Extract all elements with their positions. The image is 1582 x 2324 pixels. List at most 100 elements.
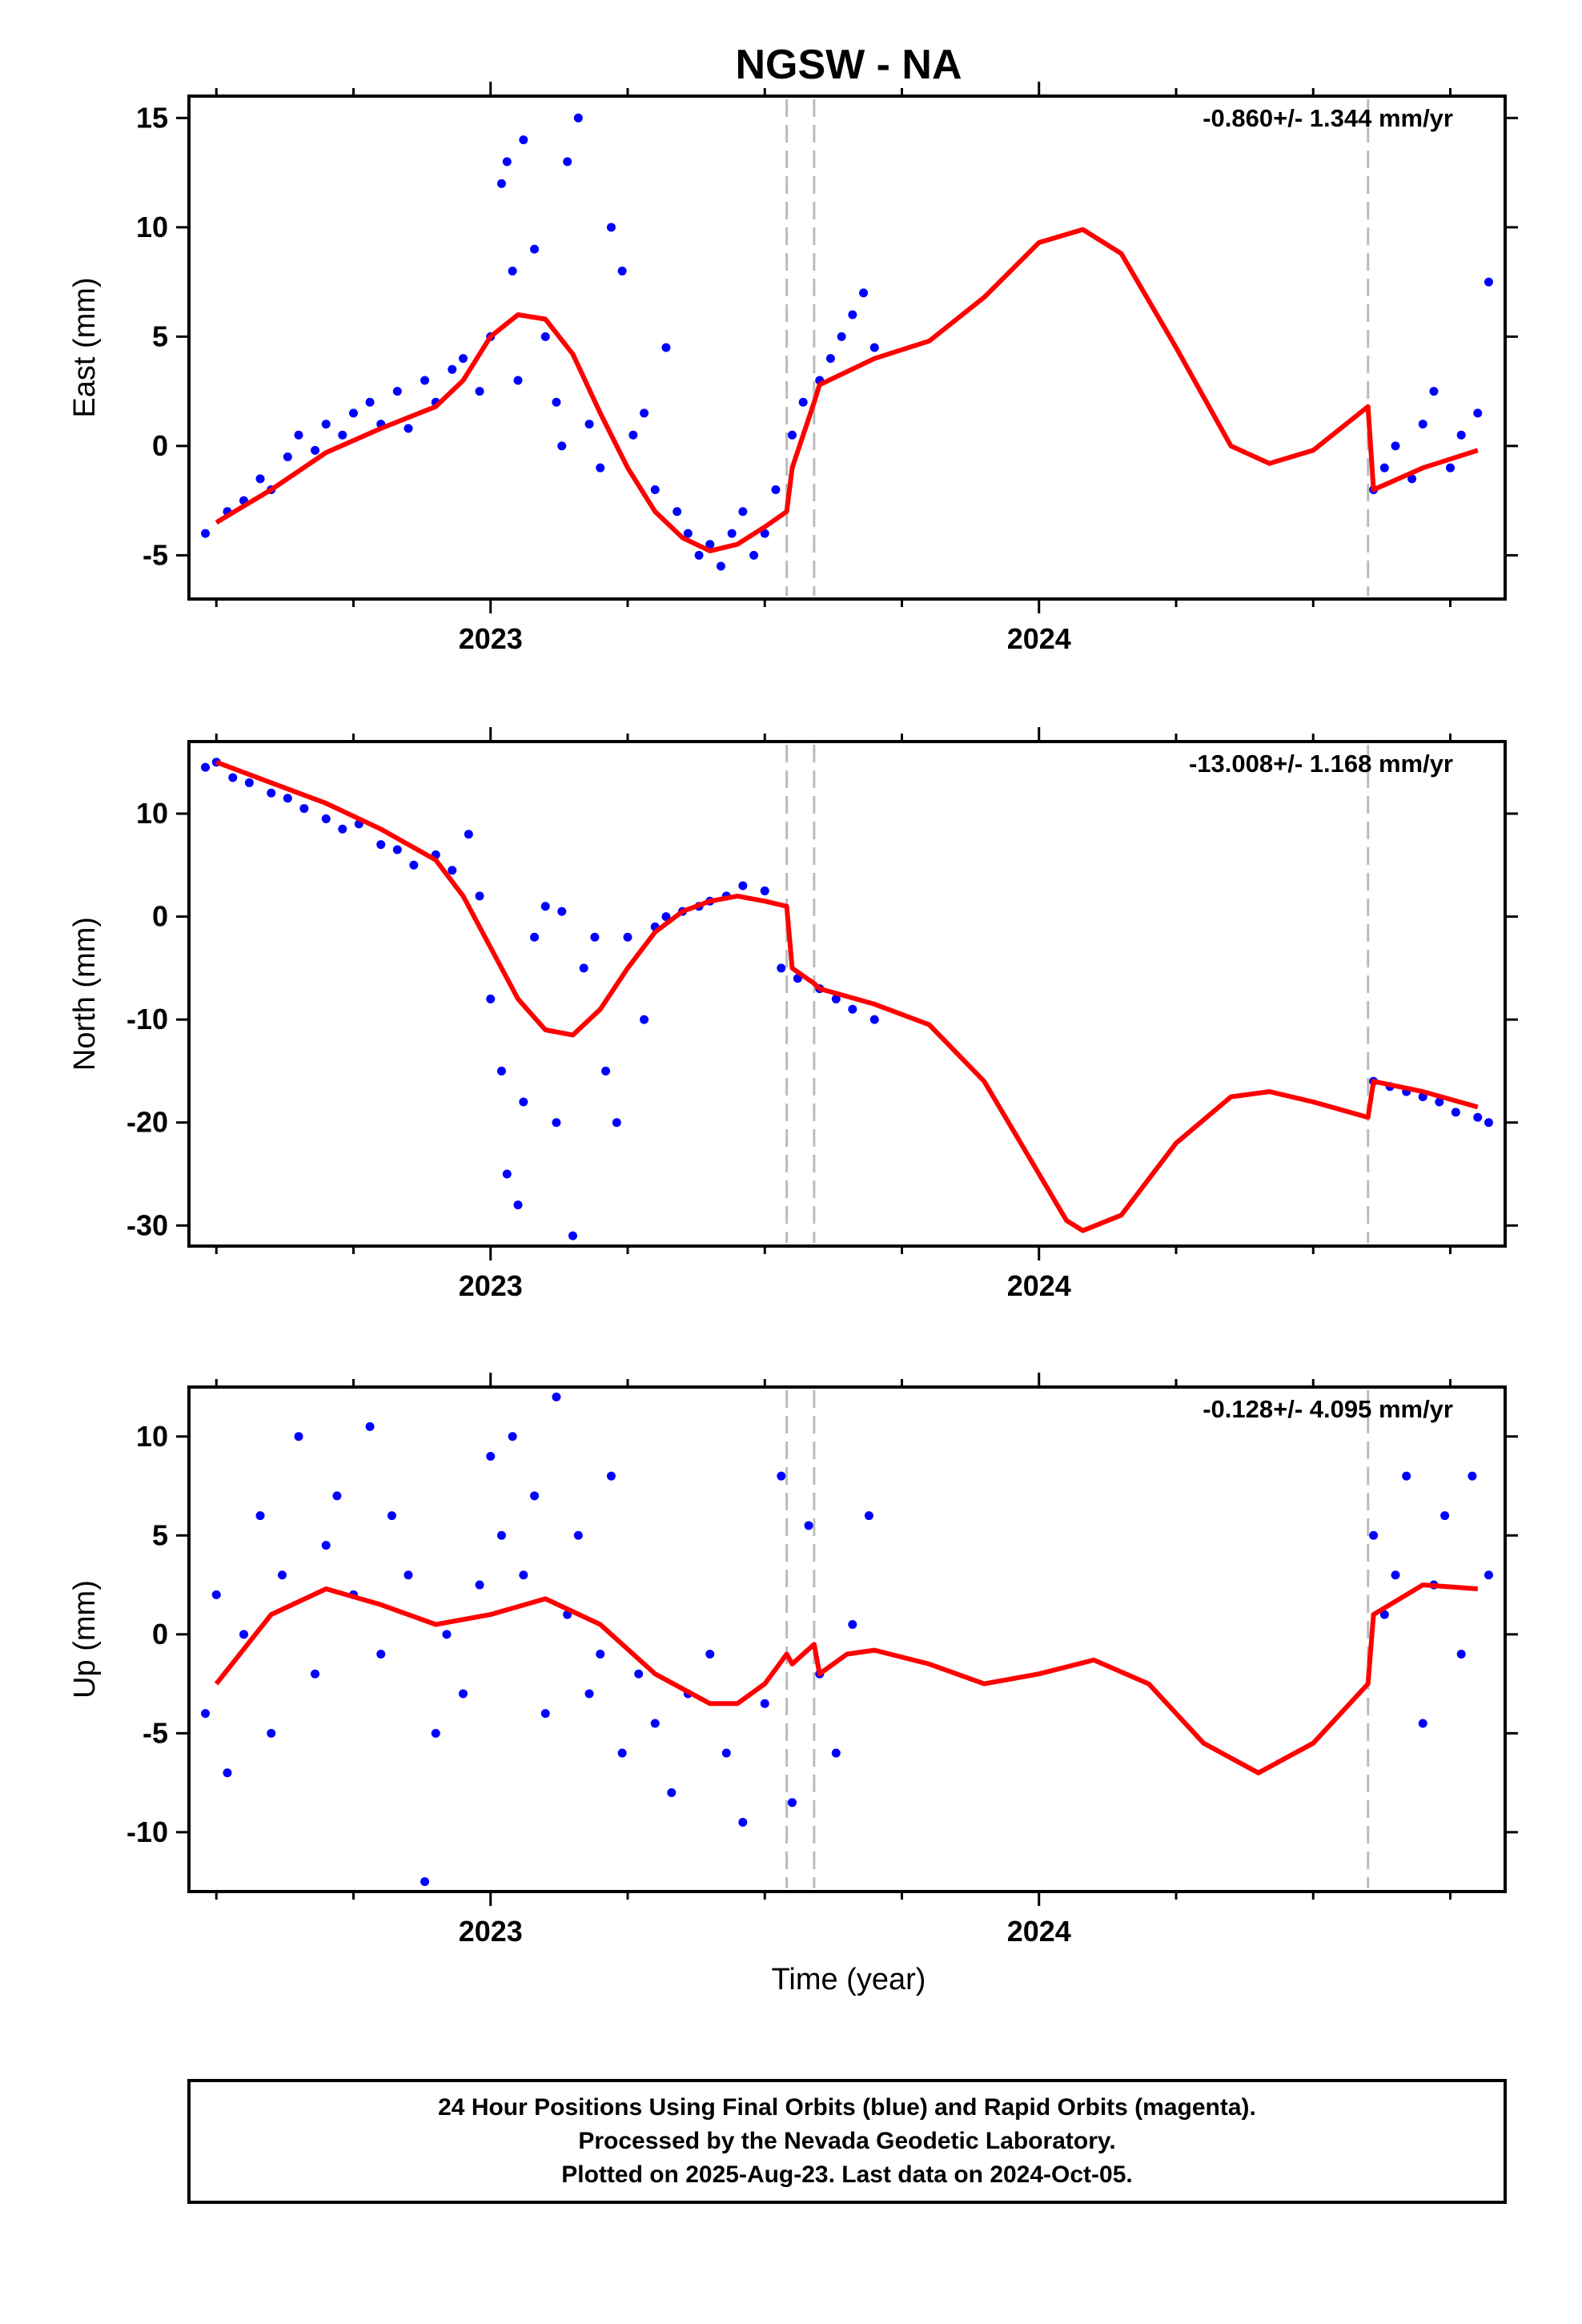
data-point [332, 1491, 342, 1501]
data-point [530, 244, 540, 254]
data-point [568, 1231, 577, 1240]
observation-points [201, 758, 1493, 1240]
data-point [448, 364, 457, 374]
data-point [596, 463, 605, 472]
data-point [459, 1689, 468, 1699]
data-point [552, 1392, 561, 1401]
data-point [1484, 1118, 1493, 1128]
panel-east: -5 0 5 10 15 2023 2024 East (mm) -0.860+/- 1.344… [68, 82, 1518, 655]
data-point [804, 1521, 813, 1530]
data-point [1402, 1471, 1411, 1481]
model-curve [215, 227, 1479, 553]
x-tick-label: 2024 [1007, 1269, 1071, 1302]
data-point [540, 332, 550, 341]
data-point [552, 1118, 561, 1128]
data-point [864, 1511, 873, 1521]
data-point [831, 994, 841, 1003]
data-point [798, 397, 808, 407]
rate-annotation: -13.008+/- 1.168 mm/yr [1189, 750, 1453, 778]
y-tick-label: 5 [152, 320, 168, 352]
data-point [584, 420, 594, 429]
data-point [540, 1709, 550, 1719]
data-point [573, 113, 583, 123]
y-tick-label: 10 [136, 1420, 168, 1453]
data-point [211, 1590, 221, 1599]
data-point [387, 1511, 396, 1521]
data-point [1468, 1471, 1477, 1481]
data-point [486, 1451, 496, 1461]
y-tick-label: 10 [136, 797, 168, 830]
data-point [1391, 1570, 1400, 1580]
data-point [584, 1689, 594, 1699]
data-point [738, 507, 748, 517]
data-point [376, 1650, 386, 1659]
data-point [228, 773, 238, 782]
data-point [563, 157, 572, 167]
panel-frame [187, 1385, 1507, 1893]
data-point [311, 1669, 320, 1679]
data-point [1418, 1719, 1427, 1728]
data-point [1435, 1097, 1444, 1107]
data-point [267, 788, 276, 798]
data-point [519, 1097, 528, 1107]
data-point [321, 420, 331, 429]
data-point [683, 529, 693, 538]
data-point [311, 445, 320, 455]
data-point [760, 1699, 769, 1708]
data-point [777, 1471, 786, 1481]
data-point [409, 860, 419, 870]
data-point [540, 902, 550, 911]
data-point [1440, 1511, 1450, 1521]
data-point [606, 223, 616, 232]
data-point [573, 1530, 583, 1540]
data-point [788, 1798, 797, 1807]
panel-north: -30 -20 -10 0 10 2023 2024 North (mm) -13.008+/-… [68, 727, 1518, 1302]
y-axis-label: North (mm) [68, 917, 102, 1071]
data-point [267, 1728, 276, 1738]
data-point [694, 550, 704, 560]
data-point [640, 1015, 649, 1024]
data-point [557, 907, 567, 916]
data-point [825, 354, 835, 364]
data-point [1456, 1650, 1466, 1659]
data-point [321, 1541, 331, 1550]
data-point [486, 994, 496, 1003]
data-point [831, 1748, 841, 1758]
y-axis-label: Up (mm) [68, 1580, 102, 1699]
footer-line-2: Processed by the Nevada Geodetic Laborat… [578, 2128, 1115, 2154]
data-point [1473, 408, 1483, 418]
footer-box: 24 Hour Positions Using Final Orbits (bl… [187, 2079, 1507, 2204]
y-tick-label: -30 [126, 1208, 168, 1241]
data-point [530, 1491, 540, 1501]
panel-frame [187, 94, 1507, 601]
data-point [392, 845, 402, 854]
x-tick-label: 2023 [459, 1269, 523, 1302]
data-point [508, 1432, 517, 1441]
data-point [738, 881, 748, 891]
data-point [513, 376, 523, 385]
y-tick-label: 10 [136, 211, 168, 243]
y-tick-label: -5 [143, 1716, 168, 1749]
footer-frame [187, 2079, 1507, 2204]
data-point [1429, 387, 1439, 396]
x-tick-label: 2024 [1007, 1915, 1071, 1948]
data-point [1379, 1610, 1389, 1619]
data-point [519, 1570, 528, 1580]
footer-line-1: 24 Hour Positions Using Final Orbits (bl… [438, 2094, 1256, 2121]
y-tick-label: 0 [152, 900, 168, 933]
data-point [869, 343, 879, 352]
data-point [349, 408, 358, 418]
data-point [442, 1630, 452, 1639]
x-tick-label: 2024 [1007, 622, 1071, 655]
data-point [496, 1530, 506, 1540]
data-point [1451, 1108, 1460, 1117]
data-point [788, 430, 797, 440]
x-tick-label: 2023 [459, 1915, 523, 1948]
data-point [502, 157, 512, 167]
data-point [848, 310, 857, 320]
y-tick-label: -20 [126, 1106, 168, 1139]
data-point [283, 452, 292, 462]
y-tick-label: -10 [126, 1003, 168, 1035]
data-point [255, 1511, 265, 1521]
data-point [496, 1066, 506, 1076]
